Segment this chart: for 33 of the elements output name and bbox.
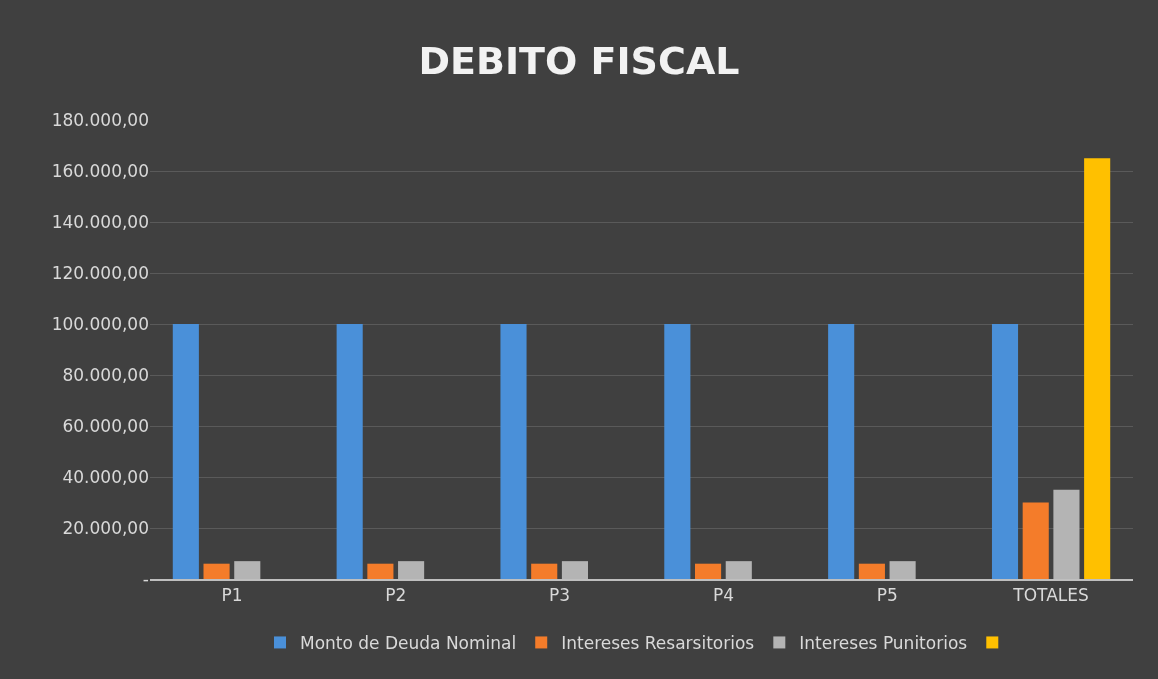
legend-label: Intereses Resarsitorios — [561, 633, 755, 654]
y-tick-label: 60.000,00 — [62, 415, 149, 436]
y-tick-label: 140.000,00 — [51, 211, 149, 232]
bar — [203, 563, 230, 579]
y-tick-label: 40.000,00 — [62, 466, 149, 487]
bar — [531, 563, 558, 579]
bar — [664, 324, 691, 579]
bar — [172, 324, 199, 579]
chart-title: DEBITO FISCAL — [418, 39, 740, 84]
y-tick-label: 20.000,00 — [62, 517, 149, 538]
x-tick-label: TOTALES — [1012, 585, 1089, 606]
x-tick-label: P2 — [385, 585, 407, 606]
bar — [500, 324, 527, 579]
bar — [858, 563, 885, 579]
bar — [1022, 502, 1049, 579]
x-tick-label: P3 — [549, 585, 571, 606]
x-tick-label: P4 — [712, 585, 734, 606]
bar — [367, 563, 394, 579]
y-tick-label: 160.000,00 — [51, 160, 149, 181]
y-tick-label: 80.000,00 — [62, 364, 149, 385]
bar — [695, 563, 722, 579]
bar — [828, 324, 855, 579]
x-tick-label: P1 — [221, 585, 243, 606]
bar — [336, 324, 363, 579]
y-tick-label: 180.000,00 — [51, 109, 149, 130]
legend-label: Intereses Punitorios — [799, 633, 968, 654]
bar — [1084, 158, 1111, 579]
bar — [991, 324, 1019, 579]
y-tick-label: 100.000,00 — [51, 313, 149, 334]
y-tick-label: - — [142, 568, 149, 589]
legend-label: Monto de Deuda Nominal — [300, 633, 517, 654]
y-tick-label: 120.000,00 — [51, 262, 149, 283]
x-tick-label: P5 — [876, 585, 898, 606]
